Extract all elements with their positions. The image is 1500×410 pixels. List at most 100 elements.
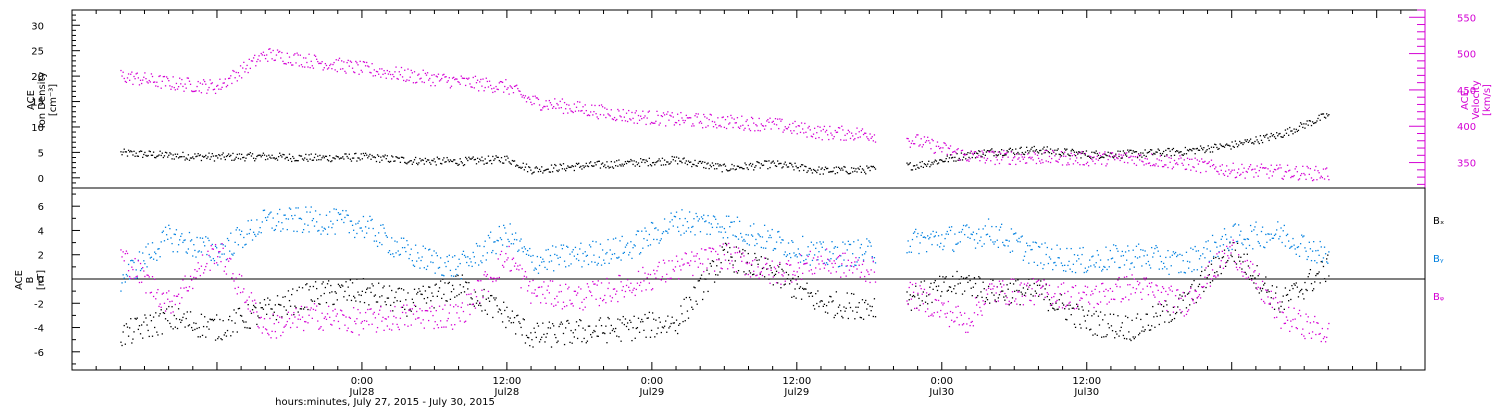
bx-point	[187, 325, 190, 327]
by-point	[140, 268, 143, 270]
by-point	[869, 241, 871, 244]
bx-point	[1291, 284, 1293, 287]
velocity-point	[1307, 167, 1309, 169]
density-point	[927, 163, 929, 165]
velocity-point	[488, 80, 491, 82]
density-point	[1202, 149, 1204, 151]
velocity-point	[243, 61, 245, 64]
density-point	[609, 166, 611, 168]
bz-point	[546, 289, 548, 291]
density-point	[824, 166, 827, 168]
velocity-point	[1297, 179, 1300, 181]
density-point	[1233, 146, 1235, 149]
by-point	[453, 275, 455, 277]
by-point	[633, 244, 635, 246]
bz-point	[516, 268, 518, 270]
density-point	[1086, 155, 1089, 157]
density-point	[535, 166, 537, 168]
by-point	[641, 230, 643, 232]
velocity-point	[496, 88, 498, 90]
bz-point	[610, 300, 612, 302]
bz-point	[159, 303, 161, 305]
density-point	[397, 157, 399, 159]
velocity-point	[934, 151, 936, 154]
density-point	[491, 162, 493, 165]
density-point	[1276, 132, 1278, 134]
density-point	[1240, 142, 1242, 144]
velocity-point	[1106, 163, 1108, 165]
by-point	[173, 233, 175, 235]
bz-point	[160, 306, 162, 308]
by-point	[428, 249, 430, 251]
bz-point	[647, 273, 649, 275]
bx-point	[486, 313, 489, 315]
by-point	[817, 259, 819, 261]
bx-point	[532, 346, 534, 348]
velocity-point	[609, 115, 611, 117]
by-point	[1128, 250, 1130, 252]
velocity-point	[530, 101, 532, 103]
velocity-point	[747, 124, 749, 127]
bx-point	[911, 295, 914, 298]
density-point	[1003, 154, 1005, 157]
by-point	[1211, 234, 1214, 237]
velocity-point	[1218, 173, 1220, 175]
density-point	[492, 155, 494, 158]
density-point	[666, 161, 668, 163]
by-point	[326, 233, 329, 235]
bx-point	[944, 277, 946, 279]
bz-point	[155, 298, 157, 300]
bz-point	[383, 329, 385, 331]
density-point	[680, 160, 682, 163]
bx-point	[660, 331, 662, 334]
bx-point	[929, 286, 931, 288]
by-point	[1256, 234, 1258, 236]
bz-point	[301, 316, 304, 318]
by-point	[262, 209, 265, 212]
density-point	[1137, 153, 1140, 155]
bz-point	[557, 301, 559, 303]
bx-point	[1151, 325, 1153, 327]
by-point	[370, 219, 372, 222]
bx-point	[838, 304, 841, 306]
by-point	[956, 243, 958, 245]
velocity-point	[561, 98, 564, 100]
bx-point	[1018, 289, 1020, 292]
velocity-point	[983, 157, 985, 159]
velocity-point	[641, 117, 643, 120]
by-point	[144, 263, 146, 265]
density-point	[1196, 147, 1198, 150]
velocity-point	[1029, 156, 1031, 158]
bx-point	[198, 326, 200, 329]
bz-point	[161, 293, 163, 295]
velocity-point	[444, 76, 446, 78]
density-point	[1211, 151, 1214, 153]
velocity-point	[579, 101, 581, 103]
bx-point	[428, 286, 430, 288]
by-point	[1147, 260, 1150, 263]
bx-point	[421, 293, 423, 296]
by-point	[749, 225, 752, 227]
velocity-point	[1322, 168, 1325, 170]
density-point	[1096, 152, 1098, 155]
bx-point	[998, 294, 1001, 296]
density-point	[1029, 150, 1031, 152]
velocity-point	[1167, 166, 1169, 169]
by-point	[1288, 240, 1290, 242]
by-point	[1085, 271, 1088, 273]
by-point	[432, 261, 434, 264]
bz-point	[276, 314, 279, 317]
bz-point	[311, 317, 313, 320]
velocity-point	[1228, 169, 1230, 171]
bx-point	[1309, 268, 1312, 271]
by-point	[463, 254, 466, 257]
bz-point	[474, 307, 477, 309]
density-point	[745, 164, 747, 166]
velocity-point	[491, 88, 493, 90]
velocity-point	[293, 54, 295, 56]
by-point	[542, 258, 544, 260]
bx-point	[403, 289, 405, 291]
velocity-point	[924, 141, 927, 143]
bz-point	[360, 322, 362, 324]
velocity-point	[269, 48, 271, 50]
